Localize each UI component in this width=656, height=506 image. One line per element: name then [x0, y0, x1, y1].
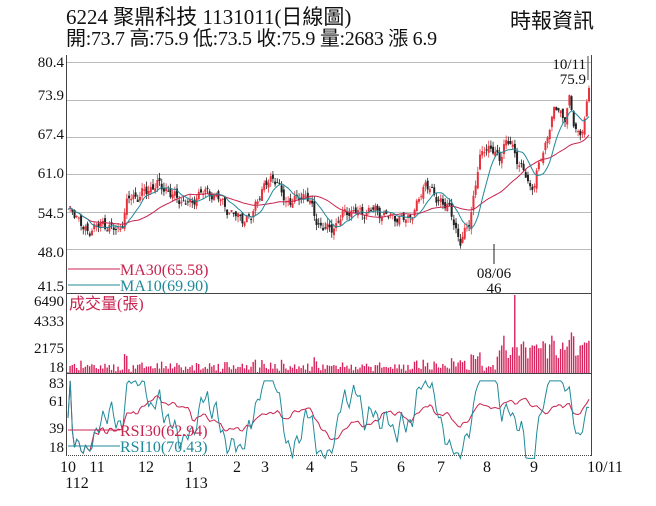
y-tick: 80.4: [38, 55, 65, 71]
volume-title: 成交量(張): [69, 295, 144, 313]
x-tick: 12: [138, 459, 154, 476]
price-grid: [67, 62, 591, 250]
legend-ma30: MA30(65.58): [120, 262, 208, 279]
y-tick: 6490: [34, 294, 64, 310]
x-axis: 10 11 12 1 2 3 4 5 6 7 8 9 10/11 112 113: [60, 459, 623, 492]
y-tick: 18: [49, 440, 64, 456]
ma30-line: [67, 134, 590, 225]
x-tick: 6: [397, 459, 405, 476]
ma-legend: MA30(65.58) MA10(69.90): [68, 262, 208, 295]
x-tick: 7: [437, 459, 445, 476]
y-tick: 18: [49, 360, 64, 376]
x-tick: 3: [261, 459, 269, 476]
y-tick: 73.9: [38, 88, 64, 104]
year-label: 112: [65, 475, 88, 492]
volume-y-axis: 6490 4333 2175 18: [34, 294, 64, 376]
x-tick: 4: [306, 459, 314, 476]
legend-ma10: MA10(69.90): [120, 278, 208, 295]
y-tick: 67.4: [38, 127, 65, 143]
candlesticks: [69, 85, 590, 249]
high-annotation: 10/11 75.9: [552, 56, 589, 88]
low-date: 08/06: [477, 266, 512, 282]
high-value: 75.9: [560, 72, 586, 88]
x-tick: 9: [530, 459, 538, 476]
y-tick: 61.0: [38, 166, 64, 182]
source-label: 時報資訊: [510, 9, 594, 33]
ma10-line: [67, 110, 590, 229]
y-tick: 39: [49, 421, 64, 437]
y-tick: 41.5: [38, 279, 64, 295]
chart-title: 6224 聚鼎科技 1131011(日線圖): [66, 5, 352, 29]
rsi30-line: [67, 380, 590, 455]
y-tick: 83: [49, 376, 64, 392]
x-tick: 10/11: [587, 459, 623, 476]
y-tick: 48.0: [38, 245, 64, 261]
price-y-axis: 80.4 73.9 67.4 61.0 54.5 48.0 41.5: [38, 55, 65, 295]
high-date: 10/11: [552, 57, 586, 73]
chart-frame: [66, 55, 592, 456]
y-tick: 54.5: [38, 206, 64, 222]
y-tick: 61: [49, 394, 64, 410]
low-value: 46: [487, 281, 503, 297]
low-annotation: 08/06 46: [477, 244, 512, 297]
x-tick: 11: [89, 459, 104, 476]
volume-bars: [67, 295, 590, 373]
year-label: 113: [184, 475, 207, 492]
rsi-y-axis: 83 61 39 18: [49, 376, 64, 456]
y-tick: 2175: [34, 341, 64, 357]
x-tick: 5: [350, 459, 358, 476]
x-tick: 10: [60, 459, 76, 476]
x-tick: 8: [483, 459, 491, 476]
quote-summary: 開:73.7 高:75.9 低:73.5 收:75.9 量:2683 漲 6.9: [66, 28, 437, 50]
legend-rsi10: RSI10(70.43): [120, 439, 208, 456]
x-tick: 1: [186, 459, 194, 476]
rsi10-line: [67, 379, 590, 461]
x-tick: 2: [233, 459, 241, 476]
y-tick: 4333: [34, 314, 64, 330]
legend-rsi30: RSI30(62.94): [120, 423, 208, 440]
rsi-legend: RSI30(62.94) RSI10(70.43): [68, 423, 208, 456]
